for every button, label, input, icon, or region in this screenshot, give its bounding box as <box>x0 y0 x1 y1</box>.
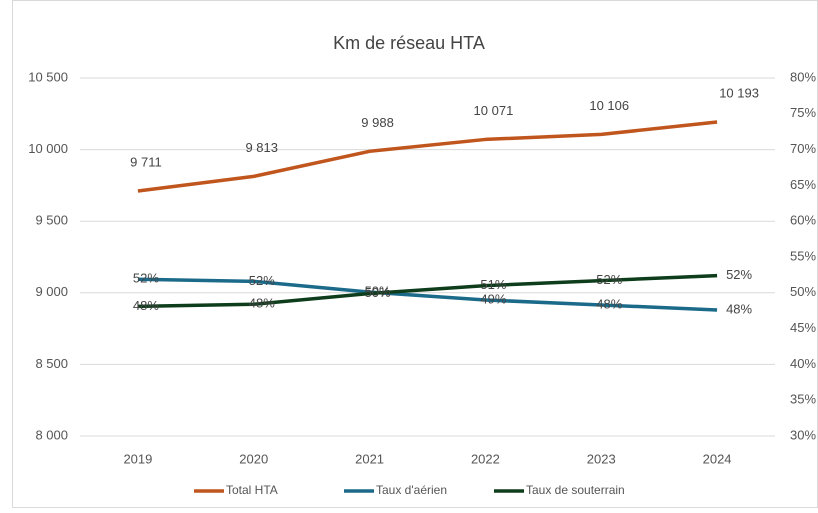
y2-tick-label: 55% <box>790 248 816 263</box>
legend-label: Taux de souterrain <box>526 483 625 497</box>
data-label: 52% <box>596 272 622 287</box>
y2-tick-label: 65% <box>790 177 816 192</box>
x-tick-label: 2021 <box>355 451 384 466</box>
data-label: 48% <box>596 296 622 311</box>
x-tick-label: 2019 <box>123 451 152 466</box>
y2-tick-label: 30% <box>790 427 816 442</box>
y-tick-label: 10 000 <box>28 141 68 156</box>
y2-tick-label: 60% <box>790 213 816 228</box>
data-label: 48% <box>249 296 275 311</box>
data-label: 10 106 <box>589 98 629 113</box>
data-label: 52% <box>133 271 159 286</box>
y2-tick-label: 50% <box>790 284 816 299</box>
legend-label: Total HTA <box>226 483 278 497</box>
data-label: 49% <box>480 291 506 306</box>
y-tick-label: 10 500 <box>28 69 68 84</box>
data-label: 10 193 <box>719 85 759 100</box>
y-tick-label: 9 500 <box>35 213 68 228</box>
y2-tick-label: 40% <box>790 356 816 371</box>
y2-tick-label: 45% <box>790 320 816 335</box>
y2-tick-label: 75% <box>790 105 816 120</box>
x-tick-label: 2024 <box>703 451 732 466</box>
y2-tick-label: 35% <box>790 392 816 407</box>
data-label: 52% <box>249 273 275 288</box>
series-line <box>137 120 718 193</box>
chart-border <box>12 0 818 508</box>
x-tick-label: 2022 <box>471 451 500 466</box>
series-line <box>137 277 718 312</box>
data-label: 9 988 <box>361 115 394 130</box>
data-label: 10 071 <box>474 103 514 118</box>
data-label: 9 711 <box>130 154 162 169</box>
y2-tick-label: 70% <box>790 141 816 156</box>
data-label: 51% <box>480 277 506 292</box>
series-line <box>137 273 718 309</box>
chart-title: Km de réseau HTA <box>333 33 485 53</box>
data-label: 9 813 <box>245 140 278 155</box>
data-label: 50% <box>365 285 391 300</box>
legend-label: Taux d'aérien <box>376 483 447 497</box>
x-tick-label: 2020 <box>239 451 268 466</box>
y-tick-label: 8 500 <box>35 356 68 371</box>
data-label: 48% <box>133 298 159 313</box>
y2-tick-label: 80% <box>790 69 816 84</box>
data-label: 52% <box>726 267 752 282</box>
y-tick-label: 8 000 <box>35 427 68 442</box>
y-tick-label: 9 000 <box>35 284 68 299</box>
x-tick-label: 2023 <box>587 451 616 466</box>
data-label: 48% <box>726 301 752 316</box>
